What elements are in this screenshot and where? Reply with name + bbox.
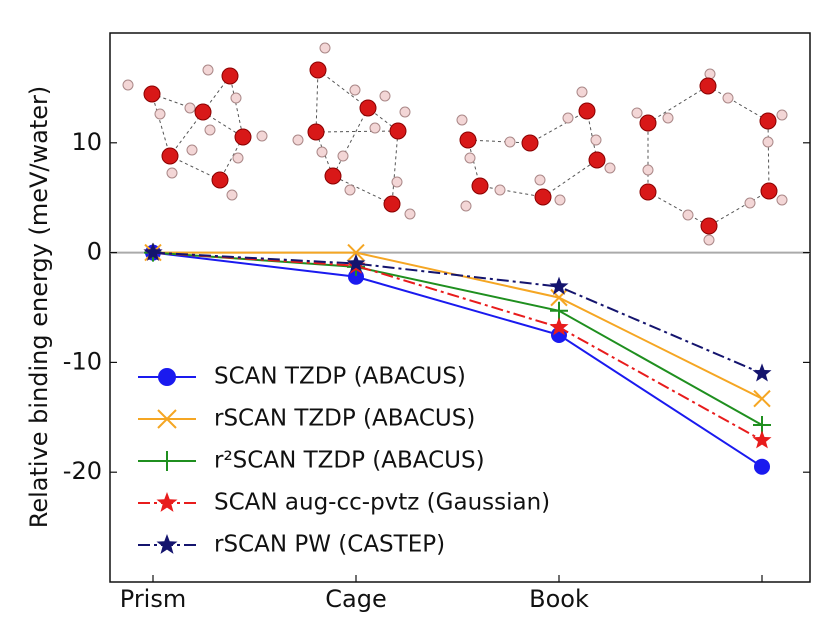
- legend-item: rSCAN TZDP (ABACUS): [138, 406, 475, 432]
- marker: [550, 288, 568, 307]
- marker: [347, 243, 365, 262]
- legend-item: rSCAN PW (CASTEP): [138, 532, 445, 558]
- y-tick-label: 10: [71, 128, 102, 156]
- marker: [754, 458, 770, 475]
- series: [143, 242, 772, 382]
- marker: [346, 253, 366, 272]
- series-line: [152, 251, 763, 375]
- water-clusters: [122, 42, 788, 246]
- legend-marker: [158, 368, 176, 386]
- y-axis-label: Relative binding energy (meV/water): [25, 86, 53, 529]
- legend-label: SCAN TZDP (ABACUS): [214, 364, 466, 390]
- legend-label: rSCAN PW (CASTEP): [214, 532, 445, 558]
- marker: [752, 430, 772, 449]
- y-tick-label: -10: [63, 347, 102, 375]
- marker: [550, 301, 568, 320]
- book-cluster: [456, 86, 616, 212]
- x-tick-label: Prism: [120, 585, 186, 613]
- series-line: [152, 251, 763, 426]
- cage-cluster: [292, 42, 416, 220]
- legend-label: rSCAN TZDP (ABACUS): [214, 406, 475, 432]
- legend-item: SCAN aug-cc-pvtz (Gaussian): [138, 490, 550, 516]
- series-line: [152, 251, 763, 442]
- marker: [549, 317, 569, 336]
- legend-marker: [157, 409, 177, 429]
- series-line: [152, 251, 763, 468]
- legend-item: r²SCAN TZDP (ABACUS): [138, 448, 485, 474]
- marker: [753, 389, 771, 408]
- series: [145, 244, 770, 475]
- x-tick-label: Book: [529, 585, 589, 613]
- y-tick-label: -20: [63, 457, 102, 485]
- legend-label: SCAN aug-cc-pvtz (Gaussian): [214, 490, 550, 516]
- marker: [143, 242, 163, 261]
- legend-marker: [157, 451, 177, 471]
- marker: [549, 276, 569, 295]
- legend-label: r²SCAN TZDP (ABACUS): [214, 448, 485, 474]
- legend-marker: [156, 492, 178, 512]
- x-tick-label: Cage: [325, 585, 386, 613]
- legend-item: SCAN TZDP (ABACUS): [138, 364, 466, 390]
- marker: [752, 363, 772, 382]
- legend-marker: [156, 534, 178, 554]
- hexamer-cluster: [631, 68, 788, 246]
- plot-frame: [109, 32, 811, 583]
- marker: [348, 268, 364, 285]
- prism-cluster: [122, 64, 268, 201]
- y-tick-label: 0: [87, 238, 102, 266]
